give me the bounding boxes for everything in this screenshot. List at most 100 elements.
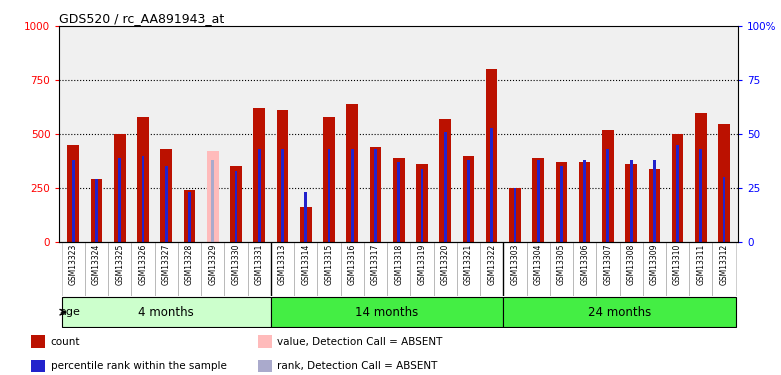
Bar xyxy=(579,162,590,242)
Bar xyxy=(416,164,428,242)
Text: GSM13318: GSM13318 xyxy=(394,243,403,285)
Bar xyxy=(509,188,521,242)
Text: GSM13308: GSM13308 xyxy=(626,243,636,285)
Text: GSM13317: GSM13317 xyxy=(371,243,380,285)
Text: GSM13303: GSM13303 xyxy=(511,243,519,285)
Text: GSM13320: GSM13320 xyxy=(440,243,450,285)
Text: GSM13323: GSM13323 xyxy=(69,243,78,285)
Bar xyxy=(62,297,271,327)
Text: GSM13316: GSM13316 xyxy=(348,243,357,285)
Bar xyxy=(374,149,377,242)
Bar xyxy=(695,112,707,242)
Bar xyxy=(486,69,497,242)
Bar xyxy=(327,149,330,242)
Bar xyxy=(648,169,660,242)
Bar xyxy=(305,192,307,242)
Bar xyxy=(300,207,312,242)
Text: GSM13314: GSM13314 xyxy=(301,243,310,285)
Text: GSM13330: GSM13330 xyxy=(231,243,241,285)
Bar xyxy=(258,335,272,348)
Bar xyxy=(467,160,470,242)
Bar xyxy=(560,166,563,242)
Text: 24 months: 24 months xyxy=(588,306,651,319)
Text: GSM13331: GSM13331 xyxy=(255,243,264,285)
Bar xyxy=(258,149,261,242)
Bar xyxy=(607,149,609,242)
Bar xyxy=(440,119,451,242)
Text: GSM13324: GSM13324 xyxy=(92,243,101,285)
Text: GSM13311: GSM13311 xyxy=(697,243,705,285)
Bar xyxy=(490,128,493,242)
Text: GSM13321: GSM13321 xyxy=(464,243,473,285)
Bar xyxy=(514,188,516,242)
Text: value, Detection Call = ABSENT: value, Detection Call = ABSENT xyxy=(277,337,443,347)
Text: GSM13322: GSM13322 xyxy=(487,243,496,285)
Bar xyxy=(141,156,144,242)
Bar xyxy=(234,171,237,242)
Bar xyxy=(537,160,540,242)
Bar xyxy=(398,162,400,242)
Bar xyxy=(323,117,335,242)
Bar xyxy=(160,149,172,242)
Text: age: age xyxy=(59,307,80,317)
Bar xyxy=(503,297,736,327)
Bar xyxy=(555,162,567,242)
Text: GSM13326: GSM13326 xyxy=(138,243,148,285)
Bar xyxy=(188,192,191,242)
Text: GDS520 / rc_AA891943_at: GDS520 / rc_AA891943_at xyxy=(59,12,225,25)
Bar xyxy=(722,177,726,242)
Bar xyxy=(629,160,633,242)
Text: GSM13305: GSM13305 xyxy=(557,243,566,285)
Text: GSM13306: GSM13306 xyxy=(580,243,589,285)
Text: GSM13309: GSM13309 xyxy=(650,243,659,285)
Bar xyxy=(276,110,288,242)
Bar xyxy=(351,149,354,242)
Bar xyxy=(602,130,614,242)
Bar xyxy=(369,147,381,242)
Text: rank, Detection Call = ABSENT: rank, Detection Call = ABSENT xyxy=(277,361,437,371)
Bar xyxy=(700,149,702,242)
Bar xyxy=(583,160,586,242)
Bar xyxy=(207,151,219,242)
Bar xyxy=(31,335,45,348)
Bar xyxy=(67,145,79,242)
Bar xyxy=(719,124,730,242)
Bar xyxy=(676,145,679,242)
Text: percentile rank within the sample: percentile rank within the sample xyxy=(51,361,226,371)
Bar xyxy=(347,104,358,242)
Bar xyxy=(165,166,168,242)
Text: 4 months: 4 months xyxy=(138,306,194,319)
Text: count: count xyxy=(51,337,80,347)
Bar xyxy=(114,134,126,242)
Bar xyxy=(31,360,45,372)
Text: GSM13315: GSM13315 xyxy=(324,243,333,285)
Text: GSM13307: GSM13307 xyxy=(604,243,612,285)
Text: GSM13325: GSM13325 xyxy=(116,243,124,285)
Bar xyxy=(462,156,474,242)
Bar xyxy=(271,297,503,327)
Bar xyxy=(137,117,149,242)
Bar xyxy=(281,149,284,242)
Bar xyxy=(653,160,656,242)
Bar xyxy=(253,108,265,242)
Bar xyxy=(95,179,98,242)
Text: GSM13310: GSM13310 xyxy=(673,243,682,285)
Bar xyxy=(230,166,242,242)
Bar xyxy=(672,134,683,242)
Text: GSM13329: GSM13329 xyxy=(209,243,217,285)
Text: GSM13328: GSM13328 xyxy=(185,243,194,285)
Text: GSM13319: GSM13319 xyxy=(417,243,426,285)
Text: GSM13313: GSM13313 xyxy=(278,243,287,285)
Bar xyxy=(119,158,121,242)
Text: GSM13327: GSM13327 xyxy=(162,243,171,285)
Bar xyxy=(533,158,544,242)
Text: GSM13304: GSM13304 xyxy=(533,243,543,285)
Bar xyxy=(258,360,272,372)
Text: GSM13312: GSM13312 xyxy=(719,243,729,285)
Text: 14 months: 14 months xyxy=(355,306,419,319)
Bar xyxy=(212,160,214,242)
Bar xyxy=(184,190,195,242)
Bar xyxy=(393,158,405,242)
Bar xyxy=(72,160,75,242)
Bar xyxy=(91,179,102,242)
